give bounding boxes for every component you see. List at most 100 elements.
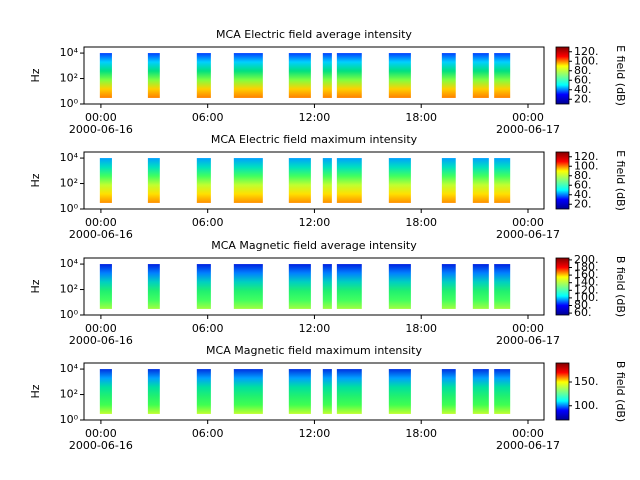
spectrogram-block [196,264,211,309]
spectrogram-block [288,369,311,414]
x-tick-label: 18:00 [405,427,437,440]
spectrogram-block [472,53,489,98]
colorbar-tick-label: 40. [574,83,592,96]
y-tick-label: 10² [60,388,78,401]
spectrogram-block [99,369,112,414]
colorbar-tick-label: 100. [574,399,599,412]
x-date-label: 2000-06-17 [496,228,560,241]
colorbar-tick-label: 140. [574,276,599,289]
colorbar-tick-label: 60. [574,178,592,191]
panel-title: MCA Magnetic field maximum intensity [206,344,422,357]
colorbar-label: B field (dB) [614,256,627,317]
x-tick-label: 12:00 [299,111,331,124]
x-tick-label: 00:00 [85,427,117,440]
spectrogram-block [322,369,332,414]
colorbar-tick-label: 120. [574,283,599,296]
spectrogram-block [196,158,211,203]
colorbar-tick-label: 80. [574,64,592,77]
y-tick-label: 10⁰ [60,97,79,110]
spectrogram-block [288,158,311,203]
colorbar-label: E field (dB) [614,150,627,211]
colorbar-tick-label: 60. [574,306,592,319]
spectrogram-block [147,158,160,203]
x-date-label: 2000-06-16 [69,334,133,347]
colorbar [555,257,570,316]
spectrogram-block [472,264,489,309]
panel-title: MCA Magnetic field average intensity [211,239,417,252]
spectrogram-block [233,264,263,309]
y-tick-label: 10² [60,283,78,296]
x-tick-label: 12:00 [299,322,331,335]
x-tick-label: 18:00 [405,322,437,335]
x-tick-label: 00:00 [85,322,117,335]
x-tick-label: 06:00 [192,111,224,124]
spectrogram-block [336,369,362,414]
x-tick-label: 12:00 [299,427,331,440]
colorbar-tick-label: 40. [574,188,592,201]
y-axis-label: Hz [29,68,42,82]
x-tick-label: 06:00 [192,427,224,440]
spectrogram-block [441,264,456,309]
spectrogram-block [233,369,263,414]
x-tick-label: 18:00 [405,111,437,124]
spectrogram-block [336,158,362,203]
colorbar-tick-label: 100. [574,159,599,172]
x-date-label: 2000-06-16 [69,439,133,452]
spectrogram-block [441,369,456,414]
colorbar-tick-label: 150. [574,375,599,388]
spectrogram-block [388,53,411,98]
y-tick-label: 10⁴ [60,362,79,375]
x-tick-label: 00:00 [512,216,544,229]
spectrogram-block [147,264,160,309]
colorbar-tick-label: 160. [574,268,599,281]
x-tick-label: 00:00 [85,216,117,229]
spectrogram-block [472,158,489,203]
y-axis-label: Hz [29,279,42,293]
colorbar-tick-label: 120. [574,150,599,163]
colorbar-tick-label: 200. [574,253,599,266]
spectrogram-block [388,369,411,414]
x-date-label: 2000-06-16 [69,123,133,136]
colorbar-tick-label: 120. [574,45,599,58]
spectrogram-block [494,158,511,203]
spectrogram-block [99,53,112,98]
colorbar [555,151,570,210]
y-tick-label: 10⁰ [60,308,79,321]
colorbar-tick-label: 20. [574,92,592,105]
y-tick-label: 10⁰ [60,413,79,426]
spectrogram-block [388,264,411,309]
panel-title: MCA Electric field maximum intensity [211,133,418,146]
y-tick-label: 10⁰ [60,202,79,215]
spectrogram-block [494,53,511,98]
y-axis-label: Hz [29,173,42,187]
x-tick-label: 06:00 [192,322,224,335]
y-tick-label: 10² [60,72,78,85]
spectrogram-block [99,158,112,203]
colorbar-label: B field (dB) [614,361,627,422]
colorbar-tick-label: 100. [574,54,599,67]
spectrogram-block [99,264,112,309]
spectrogram-block [322,53,332,98]
colorbar-tick-label: 100. [574,291,599,304]
x-date-label: 2000-06-17 [496,439,560,452]
spectrogram-block [322,158,332,203]
y-tick-label: 10⁴ [60,46,79,59]
spectrogram-block [147,53,160,98]
colorbar [555,362,570,421]
spectrogram-block [441,53,456,98]
spectrogram-block [196,369,211,414]
spectrogram-block [336,53,362,98]
spectrogram-block [494,369,511,414]
colorbar-label: E field (dB) [614,45,627,106]
spectrogram-block [472,369,489,414]
spectrogram-block [233,158,263,203]
x-tick-label: 00:00 [512,322,544,335]
spectrogram-block [288,53,311,98]
x-tick-label: 06:00 [192,216,224,229]
x-tick-label: 00:00 [512,427,544,440]
y-tick-label: 10² [60,177,78,190]
spectrogram-block [336,264,362,309]
x-tick-label: 00:00 [85,111,117,124]
y-axis-label: Hz [29,384,42,398]
